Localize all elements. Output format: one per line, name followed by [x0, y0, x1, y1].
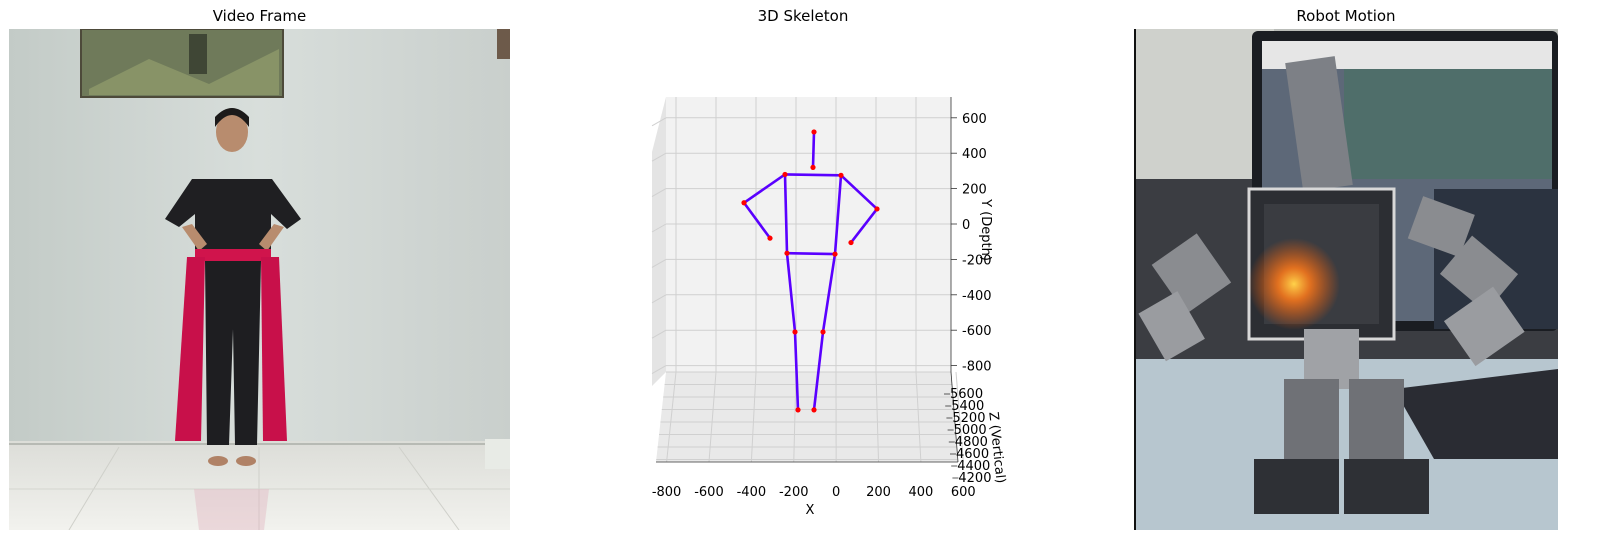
robot-icon — [1138, 56, 1525, 514]
bone-left_knee-left_ankle — [812, 330, 825, 412]
z-tick-label: 5200 — [952, 411, 985, 426]
y-tick-label: 200 — [962, 183, 987, 198]
person-icon — [165, 108, 301, 530]
joint-right_shoulder — [782, 171, 788, 178]
bone-right_hip-right_knee — [785, 251, 797, 334]
y-tick-label: 600 — [962, 112, 987, 127]
video-frame-title: Video Frame — [212, 7, 307, 25]
bone-left_shoulder-left_hip — [833, 174, 843, 256]
joint-right_hip — [784, 250, 790, 256]
z-axis-label: Z (Vertical) — [985, 411, 1007, 484]
y-tick-label: -400 — [962, 289, 992, 304]
x-tick-label: 600 — [951, 485, 976, 500]
floor-pane — [656, 372, 958, 462]
joint-neck — [810, 164, 816, 170]
joint-head — [811, 129, 817, 135]
z-tick-label: 5000 — [954, 423, 987, 438]
bone-left_hip-left_knee — [821, 252, 837, 334]
joint-left_ankle — [811, 407, 817, 413]
gridlines — [651, 97, 964, 463]
z-tick-label: 5400 — [951, 399, 984, 414]
bone-left_elbow-left_wrist — [849, 207, 879, 244]
bone-right_shoulder-left_shoulder — [783, 173, 843, 177]
joint-right_knee — [792, 329, 798, 335]
joint-left_elbow — [874, 206, 880, 212]
painting-icon — [80, 29, 284, 98]
z-tick-label: 4400 — [957, 459, 990, 474]
video-frame-image — [9, 29, 510, 530]
x-tick-label: -200 — [779, 485, 809, 500]
x-tick-label: -400 — [737, 485, 767, 500]
bone-right_shoulder-right_hip — [783, 173, 789, 255]
y-tick-label: -800 — [962, 360, 992, 375]
joint-left_hip — [832, 251, 838, 257]
left-pane — [652, 97, 666, 386]
joint-left_wrist — [848, 239, 854, 246]
x-tick-label: 0 — [832, 485, 840, 500]
y-axis-label: Y (Depth) — [978, 198, 993, 261]
joint-left_shoulder — [838, 172, 844, 178]
joint-left_knee — [820, 329, 826, 335]
z-tick-label: 5600 — [950, 387, 983, 402]
skeleton-3d-plot: -800 -600 -400 -200 0 200 400 600 600 400 200 0 -200… — [651, 97, 1008, 518]
y-tick-label: 400 — [962, 147, 987, 162]
x-tick-label: 200 — [866, 485, 891, 500]
robot-motion-title: Robot Motion — [1296, 7, 1396, 25]
skeleton-bones — [742, 130, 879, 412]
joint-right_wrist — [767, 235, 773, 241]
bone-head-neck — [811, 130, 816, 169]
x-tick-label: -600 — [694, 485, 724, 500]
z-tick-label: 4800 — [955, 435, 988, 450]
bone-left_shoulder-left_elbow — [839, 174, 879, 211]
y-tick-label: -200 — [962, 253, 992, 268]
y-tick-label: -600 — [962, 324, 992, 339]
joint-right_elbow — [741, 200, 747, 206]
bone-right_shoulder-right_elbow — [742, 173, 787, 205]
skeleton-joints — [741, 129, 880, 413]
y-tick-label: 0 — [962, 218, 970, 233]
bone-right_elbow-right_wrist — [742, 201, 772, 240]
x-axis-label: X — [806, 503, 815, 518]
robot-motion-image — [1134, 29, 1558, 530]
z-tick-label: 4200 — [958, 471, 991, 486]
bone-right_hip-left_hip — [785, 251, 837, 256]
x-tick-label: -800 — [652, 485, 682, 500]
axis-ticks: -800 -600 -400 -200 0 200 400 600 600 400 200 0 -200… — [652, 112, 992, 500]
skeleton-title: 3D Skeleton — [757, 7, 849, 25]
z-tick-label: 4600 — [956, 447, 989, 462]
x-tick-label: 400 — [908, 485, 933, 500]
bone-right_knee-right_ankle — [793, 330, 800, 412]
joint-right_ankle — [795, 407, 801, 413]
back-pane — [666, 97, 951, 372]
